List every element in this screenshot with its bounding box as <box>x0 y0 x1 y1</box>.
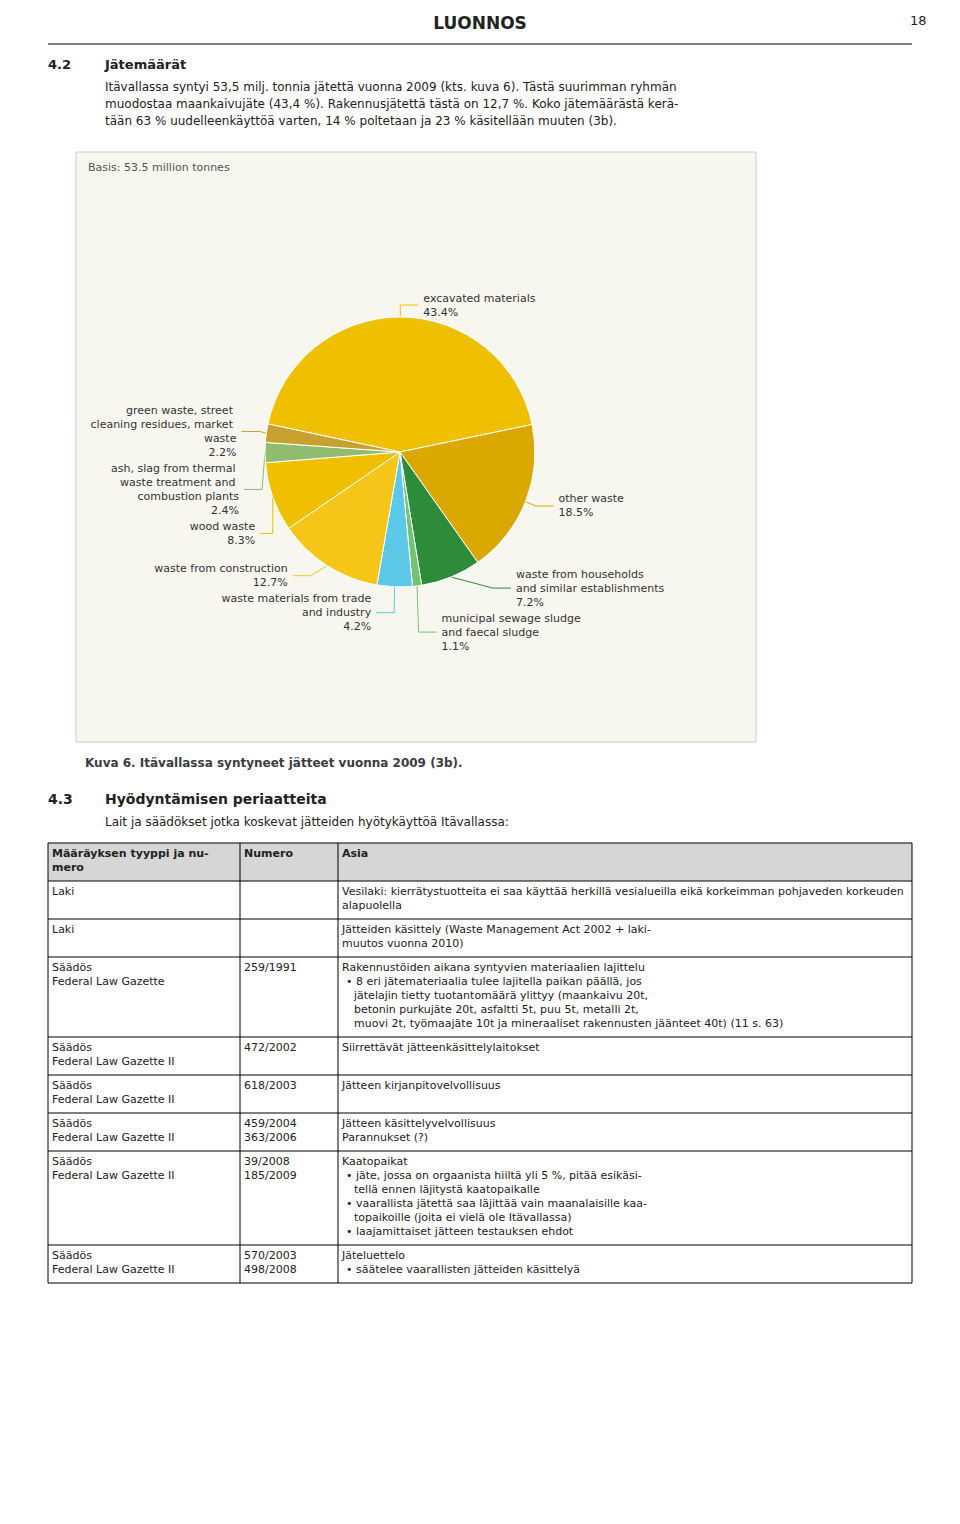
svg-text:betonin purkujäte 20t, asfaltt: betonin purkujäte 20t, asfaltti 5t, puu … <box>354 1003 639 1016</box>
svg-text:Jätteiden käsittely (Waste Man: Jätteiden käsittely (Waste Management Ac… <box>341 923 651 936</box>
svg-text:570/2003: 570/2003 <box>244 1249 297 1262</box>
svg-text:Säädös: Säädös <box>52 1041 92 1054</box>
svg-text:• laajamittaiset jätteen testa: • laajamittaiset jätteen testauksen ehdo… <box>346 1225 574 1238</box>
svg-text:185/2009: 185/2009 <box>244 1169 297 1182</box>
svg-text:1.1%: 1.1% <box>442 640 470 653</box>
svg-text:waste from households: waste from households <box>516 568 647 581</box>
svg-text:• 8 eri jätemateriaalia tulee: • 8 eri jätemateriaalia tulee lajitella … <box>346 975 642 988</box>
svg-text:• jäte, jossa on orgaanista hi: • jäte, jossa on orgaanista hiiltä yli 5… <box>346 1169 642 1182</box>
svg-text:Laki: Laki <box>52 923 74 936</box>
svg-text:muovi 2t, työmaajäte 10t ja mi: muovi 2t, työmaajäte 10t ja mineraaliset… <box>354 1017 783 1030</box>
svg-text:muodostaa maankaivujäte (43,4: muodostaa maankaivujäte (43,4 %). Rakenn… <box>105 97 678 111</box>
svg-text:8.3%: 8.3% <box>227 534 255 547</box>
svg-text:Säädös: Säädös <box>52 1155 92 1168</box>
svg-text:tään 63 % uudelleenkäyttöä var: tään 63 % uudelleenkäyttöä varten, 14 % … <box>105 114 617 128</box>
svg-text:municipal sewage sludge: municipal sewage sludge <box>442 612 585 625</box>
svg-text:cleaning residues, market: cleaning residues, market <box>91 418 237 431</box>
svg-text:Federal Law Gazette II: Federal Law Gazette II <box>52 1055 175 1068</box>
svg-text:muutos vuonna 2010): muutos vuonna 2010) <box>342 937 464 950</box>
svg-text:wood waste: wood waste <box>190 520 256 533</box>
svg-text:ash, slag from thermal: ash, slag from thermal <box>111 462 239 475</box>
svg-text:4.2: 4.2 <box>48 57 71 72</box>
svg-text:2.2%: 2.2% <box>208 446 236 459</box>
svg-text:Säädös: Säädös <box>52 1079 92 1092</box>
svg-text:Vesilaki: kierrätystuotteita e: Vesilaki: kierrätystuotteita ei saa käyt… <box>342 885 904 898</box>
svg-text:excavated materials: excavated materials <box>423 292 535 305</box>
svg-text:other waste: other waste <box>558 492 624 505</box>
svg-text:combustion plants: combustion plants <box>137 490 239 503</box>
svg-text:Rakennustöiden aikana syntyvie: Rakennustöiden aikana syntyvien materiaa… <box>342 961 645 974</box>
svg-text:Federal Law Gazette II: Federal Law Gazette II <box>52 1263 175 1276</box>
svg-text:Kuva 6. Itävallassa syntyneet: Kuva 6. Itävallassa syntyneet jätteet vu… <box>85 756 463 770</box>
svg-text:363/2006: 363/2006 <box>244 1131 297 1144</box>
svg-text:Jätteen kirjanpitovelvollisuus: Jätteen kirjanpitovelvollisuus <box>341 1079 501 1092</box>
svg-text:and faecal sludge: and faecal sludge <box>442 626 540 639</box>
svg-text:Laki: Laki <box>52 885 74 898</box>
svg-text:459/2004: 459/2004 <box>244 1117 297 1130</box>
svg-text:4.3: 4.3 <box>48 791 73 807</box>
svg-text:Säädös: Säädös <box>52 1249 92 1262</box>
svg-text:Jäteluettelo: Jäteluettelo <box>341 1249 405 1262</box>
svg-text:mero: mero <box>52 861 84 874</box>
svg-text:waste materials from trade: waste materials from trade <box>222 592 372 605</box>
svg-text:Federal Law Gazette II: Federal Law Gazette II <box>52 1131 175 1144</box>
svg-text:Määräyksen tyyppi ja nu-: Määräyksen tyyppi ja nu- <box>52 847 209 860</box>
svg-text:and similar establishments: and similar establishments <box>516 582 665 595</box>
svg-text:Säädös: Säädös <box>52 1117 92 1130</box>
svg-text:waste: waste <box>204 432 237 445</box>
svg-text:Siirrettävät jätteenkäsittelyl: Siirrettävät jätteenkäsittelylaitokset <box>342 1041 540 1054</box>
svg-text:Lait ja säädökset jotka koskev: Lait ja säädökset jotka koskevat jätteid… <box>105 815 509 829</box>
svg-text:LUONNOS: LUONNOS <box>433 13 527 33</box>
svg-text:waste treatment and: waste treatment and <box>120 476 239 489</box>
svg-text:Kaatopaikat: Kaatopaikat <box>342 1155 408 1168</box>
svg-text:12.7%: 12.7% <box>253 576 288 589</box>
svg-text:259/1991: 259/1991 <box>244 961 297 974</box>
svg-text:jätelajin tietty tuotantomäärä: jätelajin tietty tuotantomäärä ylittyy (… <box>353 989 648 1002</box>
svg-text:4.2%: 4.2% <box>343 620 371 633</box>
svg-text:Jätemäärät: Jätemäärät <box>104 57 186 72</box>
svg-text:Federal Law Gazette II: Federal Law Gazette II <box>52 1093 175 1106</box>
svg-text:Federal Law Gazette: Federal Law Gazette <box>52 975 165 988</box>
svg-text:Hyödyntämisen periaatteita: Hyödyntämisen periaatteita <box>105 791 327 807</box>
svg-text:18: 18 <box>910 13 927 28</box>
svg-text:498/2008: 498/2008 <box>244 1263 297 1276</box>
svg-text:• vaarallista jätettä saa läji: • vaarallista jätettä saa läjittää vain … <box>346 1197 647 1210</box>
svg-text:43.4%: 43.4% <box>423 306 458 319</box>
svg-text:topaikoille (joita ei vielä ol: topaikoille (joita ei vielä ole Itävalla… <box>354 1211 572 1224</box>
svg-text:472/2002: 472/2002 <box>244 1041 297 1054</box>
svg-text:Numero: Numero <box>244 847 293 860</box>
svg-text:green waste, street: green waste, street <box>126 404 236 417</box>
svg-text:Säädös: Säädös <box>52 961 92 974</box>
svg-text:tellä ennen läjitystä kaatopai: tellä ennen läjitystä kaatopaikalle <box>354 1183 540 1196</box>
svg-text:2.4%: 2.4% <box>211 504 239 517</box>
svg-text:39/2008: 39/2008 <box>244 1155 290 1168</box>
svg-text:• säätelee vaarallisten jättei: • säätelee vaarallisten jätteiden käsitt… <box>346 1263 580 1276</box>
svg-text:alapuolella: alapuolella <box>342 899 402 912</box>
svg-text:Jätteen käsittelyvelvollisuus: Jätteen käsittelyvelvollisuus <box>341 1117 496 1130</box>
svg-text:and industry: and industry <box>298 606 371 619</box>
svg-text:Itävallassa syntyi 53,5 milj.: Itävallassa syntyi 53,5 milj. tonnia jät… <box>105 80 677 94</box>
svg-text:618/2003: 618/2003 <box>244 1079 297 1092</box>
svg-text:Federal Law Gazette II: Federal Law Gazette II <box>52 1169 175 1182</box>
svg-text:Basis: 53.5 million tonnes: Basis: 53.5 million tonnes <box>88 161 230 174</box>
svg-text:Parannukset (?): Parannukset (?) <box>342 1131 428 1144</box>
svg-text:waste from construction: waste from construction <box>154 562 288 575</box>
svg-text:Asia: Asia <box>342 847 368 860</box>
svg-text:7.2%: 7.2% <box>516 596 544 609</box>
svg-text:18.5%: 18.5% <box>558 506 593 519</box>
